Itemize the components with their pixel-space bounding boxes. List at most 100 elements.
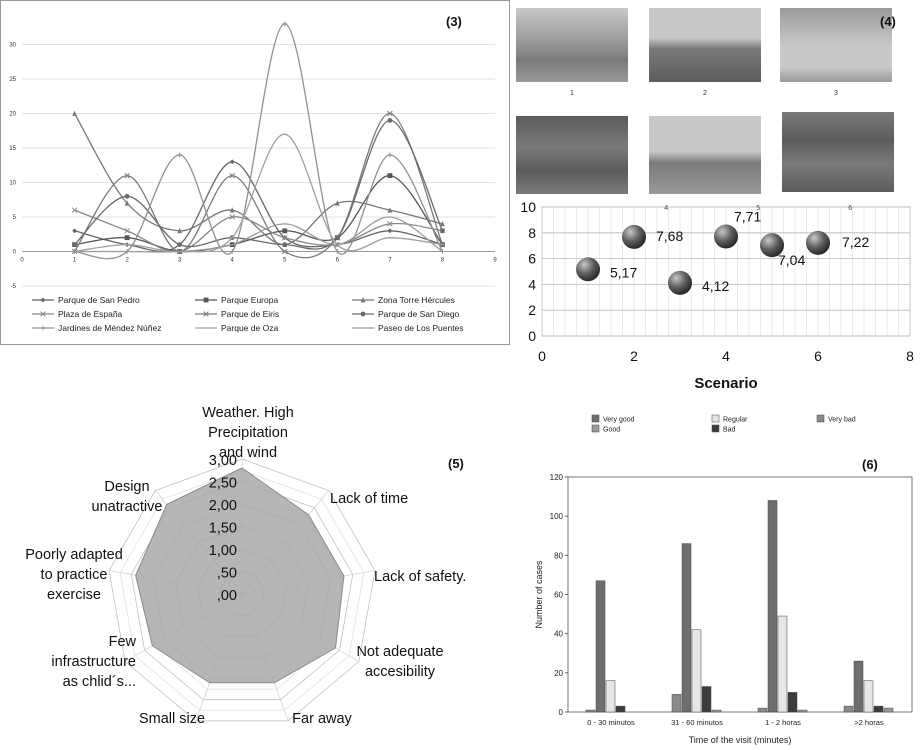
scenario-photo-5: [649, 116, 761, 194]
legend-label: Parque de Eiris: [221, 309, 279, 319]
data-point: [229, 159, 235, 165]
legend-swatch: [591, 414, 600, 423]
data-point: [229, 207, 235, 213]
data-point: [177, 227, 183, 234]
series-paseo-de-los-puentes: [72, 216, 445, 253]
bar: [681, 543, 692, 713]
radial-tick-label: 1,50: [209, 521, 237, 537]
x-tick-label: 0: [538, 348, 546, 364]
data-point: [124, 200, 130, 206]
y-tick-label: 15: [9, 146, 16, 152]
data-point: [387, 110, 393, 117]
scenario-point: 4,12: [668, 270, 729, 295]
data-point: [668, 270, 692, 295]
legend-marker: [203, 297, 209, 303]
y-tick-label: 60: [554, 591, 563, 600]
data-point: [229, 172, 235, 179]
panel-3-line-chart: -5 0 5 10 15 20 25 30 0 1 2 3 4 5 6 7 8 9 Parque de San Pe…: [0, 0, 510, 345]
data-point: [124, 228, 130, 234]
legend-item: Good: [591, 424, 620, 434]
bar: [883, 707, 894, 713]
y-tick-label: 0: [528, 328, 536, 344]
x-tick-label: 8: [441, 258, 445, 264]
legend: Very good Good Regular Bad Very bad: [591, 414, 856, 434]
legend-marker: [360, 297, 366, 303]
legend-label: Parque Europa: [221, 295, 278, 305]
axis-label: Weather. High Precipitation and wind: [202, 405, 294, 461]
legend-item: Very bad: [816, 414, 856, 424]
series-line: [74, 23, 444, 260]
x-tick-label: 6: [814, 348, 822, 364]
data-point: [124, 193, 130, 199]
y-tick-label: 20: [554, 669, 563, 678]
legend-item: Zona Torre Hércules: [352, 295, 455, 305]
legend-marker: [360, 311, 366, 317]
legend-label: Very bad: [828, 417, 856, 424]
data-point: [387, 207, 393, 213]
legend-swatch: [711, 414, 720, 423]
legend-item: Plaza de España: [32, 309, 123, 319]
y-tick-label: 25: [9, 77, 16, 83]
data-point: [72, 110, 77, 116]
legend-label: Parque de Oza: [221, 323, 278, 333]
x-tick-label: 7: [388, 258, 392, 264]
bar: [767, 500, 778, 713]
legend-item: Parque de Oza: [195, 323, 278, 333]
data-point: [229, 249, 235, 254]
data-point: [334, 235, 340, 241]
series-line: [74, 209, 443, 253]
scenario-photo-2: [649, 8, 761, 82]
data-point: [177, 242, 183, 248]
scenario-point: 7,04: [760, 233, 805, 268]
axis-label: Lack of safety.: [374, 569, 466, 585]
x-tick-label: 1 - 2 horas: [765, 718, 801, 727]
bar: [797, 709, 808, 713]
series-line: [74, 133, 443, 253]
bar: [711, 709, 722, 713]
legend-label: Bad: [723, 427, 736, 434]
photo-caption: 5: [756, 205, 760, 212]
bar: [777, 615, 788, 713]
photo-caption: 3: [834, 90, 838, 97]
legend-swatch: [816, 414, 825, 423]
x-tick-label: 9: [493, 258, 497, 264]
radial-tick-label: 1,00: [209, 543, 237, 559]
legend-label: Parque de San Pedro: [58, 295, 140, 305]
legend-marker: [40, 311, 46, 317]
data-point: [124, 172, 130, 179]
chart-frame: [0, 0, 510, 345]
legend-swatch: [711, 424, 720, 433]
y-axis-title: Number of cases: [534, 560, 544, 629]
legend-item: Parque de San Pedro: [32, 295, 140, 305]
bar: [853, 660, 864, 713]
y-tick-label: 8: [528, 225, 536, 241]
y-tick-label: 6: [528, 251, 536, 267]
legend-item: Bad: [711, 424, 736, 434]
legend-item: Parque de San Diego: [352, 309, 460, 319]
panel-5-radar-chart: 3,00 2,50 2,00 1,50 1,00 ,50 ,00 Weather. High P…: [0, 400, 510, 750]
x-axis-title: Scenario: [694, 375, 757, 392]
data-point: [387, 152, 393, 158]
scenario-point: 7,22: [806, 230, 869, 255]
x-tick-label: 4: [231, 258, 235, 264]
radial-tick-label: ,50: [217, 566, 237, 582]
bar: [595, 580, 606, 713]
bar-chart-svg: 0 20 40 60 80 100 120 Number of cases Time of th…: [534, 414, 913, 745]
radial-tick-label: 2,00: [209, 498, 237, 514]
legend-label: Paseo de Los Puentes: [378, 323, 464, 333]
photo-caption: 2: [703, 90, 707, 97]
legend-marker: [40, 325, 46, 331]
y-tick-label: 0: [13, 250, 17, 256]
legend-item: Very good: [591, 414, 635, 424]
legend-item: Parque Europa: [195, 295, 278, 305]
bar: [701, 686, 712, 713]
axis-label: Design unatractive: [92, 479, 163, 515]
photo-caption: 4: [664, 205, 668, 212]
y-tick-label: 2: [528, 302, 536, 318]
axis-label: Small size: [139, 711, 205, 727]
radial-tick-label: 3,00: [209, 453, 237, 469]
data-label: 7,68: [656, 228, 683, 244]
bar: [873, 705, 884, 713]
y-tick-label: 30: [9, 43, 16, 49]
y-tick-label: 10: [520, 199, 536, 215]
